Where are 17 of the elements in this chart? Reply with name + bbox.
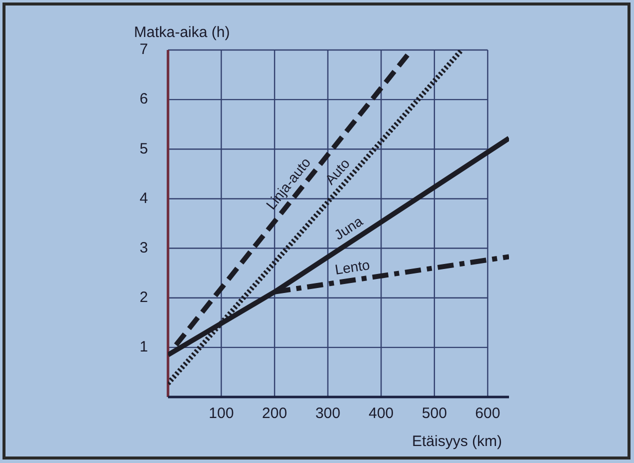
x-tick-label: 100 [208, 405, 234, 422]
y-tick-label: 4 [140, 190, 148, 207]
y-tick-label: 5 [140, 140, 148, 158]
x-tick-label: 200 [262, 405, 288, 422]
y-tick-label: 1 [140, 338, 148, 356]
y-axis-title: Matka-aika (h) [134, 24, 230, 42]
y-tick-label: 3 [140, 239, 148, 256]
x-tick-label: 300 [315, 405, 340, 422]
text: Lento [334, 256, 372, 278]
text: Juna [331, 212, 366, 243]
y-tick-label: 6 [140, 90, 148, 108]
y-tick-label: 2 [140, 289, 148, 306]
x-tick-label: 600 [475, 405, 500, 422]
x-tick-label: 400 [368, 405, 394, 422]
x-axis-title: Etäisyys (km) [412, 433, 502, 450]
x-tick-label: 500 [422, 405, 447, 422]
y-tick-label: 7 [140, 41, 148, 58]
